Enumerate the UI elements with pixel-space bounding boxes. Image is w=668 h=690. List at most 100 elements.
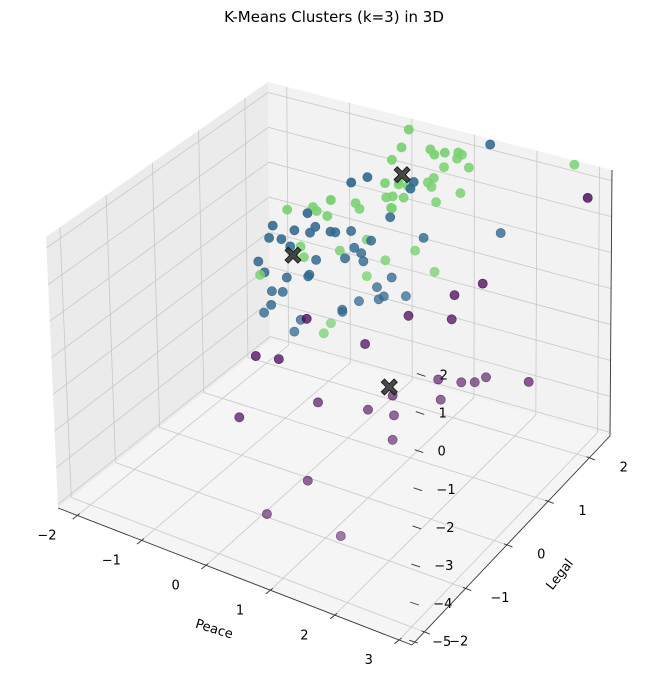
data-point-cluster-0 <box>477 278 488 289</box>
data-point-cluster-2 <box>429 149 440 160</box>
centroid-marker-0 <box>393 166 411 184</box>
data-point-cluster-2 <box>386 154 397 165</box>
z-tick <box>411 563 421 568</box>
grid-line-x <box>286 86 289 346</box>
back-pane <box>268 82 612 436</box>
grid-line-z <box>46 92 269 249</box>
grid-line-y <box>151 162 160 428</box>
x-axis-label: Peace <box>193 617 234 643</box>
y-axis-label: Legal <box>544 556 577 593</box>
data-point-cluster-1 <box>302 208 313 219</box>
data-point-cluster-0 <box>403 310 414 321</box>
data-point-cluster-2 <box>439 147 450 158</box>
data-point-cluster-1 <box>405 183 416 194</box>
grid-line-x <box>77 344 289 516</box>
z-tick-label: −5 <box>432 635 451 650</box>
z-tick-label: −3 <box>434 559 453 574</box>
data-point-cluster-0 <box>582 192 593 203</box>
data-point-cluster-2 <box>403 124 414 135</box>
centroid-marker-2 <box>380 378 398 396</box>
data-point-cluster-1 <box>311 254 321 265</box>
centroid-marker-1 <box>284 246 302 264</box>
y-tick-label: 2 <box>620 460 628 475</box>
data-point-cluster-1 <box>264 232 274 243</box>
data-point-cluster-1 <box>277 286 288 297</box>
grid-line-y <box>203 392 549 502</box>
x-tick <box>394 637 402 645</box>
tick-marks <box>72 373 596 645</box>
data-point-cluster-1 <box>418 232 429 243</box>
grid-line-y <box>247 357 590 459</box>
x-tick-label: 1 <box>236 603 244 618</box>
data-point-cluster-2 <box>334 245 345 256</box>
data-point-cluster-0 <box>523 376 534 387</box>
data-point-cluster-2 <box>322 211 333 221</box>
data-point-cluster-1 <box>289 225 300 236</box>
data-point-cluster-1 <box>400 291 411 302</box>
data-point-cluster-0 <box>435 394 446 405</box>
data-point-cluster-2 <box>298 252 309 263</box>
data-point-cluster-2 <box>380 178 390 188</box>
data-point-cluster-1 <box>358 256 369 267</box>
axis-panes <box>46 82 612 645</box>
z-tick-label: 2 <box>440 368 448 383</box>
data-point-cluster-2 <box>463 162 474 173</box>
y-tick <box>421 630 431 635</box>
grid-line-z <box>267 92 613 182</box>
data-point-cluster-0 <box>449 290 460 300</box>
data-point-cluster-0 <box>446 314 457 325</box>
grid-line-z <box>52 231 270 395</box>
data-point-cluster-0 <box>313 397 323 408</box>
data-point-cluster-1 <box>378 291 389 302</box>
y-tick-label: 0 <box>537 548 545 563</box>
z-tick-label: −4 <box>433 597 452 612</box>
data-point-cluster-1 <box>346 177 357 188</box>
grid-line-x <box>205 379 413 566</box>
y-axis-line <box>411 435 611 646</box>
grid-line-z <box>268 126 612 218</box>
data-point-cluster-1 <box>354 296 364 307</box>
z-tick <box>410 601 420 606</box>
grid-line-y <box>71 497 425 633</box>
data-point-cluster-0 <box>301 313 312 324</box>
data-point-cluster-2 <box>410 245 420 256</box>
grid-line-z <box>269 231 611 325</box>
grid-line-x <box>398 432 598 641</box>
x-tick-label: 0 <box>172 578 180 593</box>
grid-line-z <box>57 336 271 505</box>
centroid-markers <box>284 166 411 396</box>
z-tick <box>415 411 425 415</box>
grid-line-z <box>55 301 270 469</box>
grid-line-z <box>269 266 611 361</box>
data-point-cluster-1 <box>266 299 277 310</box>
data-point-cluster-2 <box>255 269 265 280</box>
y-tick <box>545 499 554 504</box>
grid-line-z <box>268 161 612 254</box>
z-tick <box>414 449 424 453</box>
y-tick-label: −1 <box>490 591 509 606</box>
data-point-cluster-1 <box>485 139 496 150</box>
x-tick <box>201 563 209 570</box>
grid-line-x <box>334 414 537 616</box>
data-point-cluster-0 <box>387 434 398 445</box>
x-tick <box>329 612 338 620</box>
data-point-cluster-2 <box>380 255 391 266</box>
data-point-cluster-1 <box>386 272 397 283</box>
data-point-cluster-2 <box>325 195 336 205</box>
data-point-cluster-2 <box>325 318 336 329</box>
data-point-cluster-1 <box>276 234 287 244</box>
data-point-cluster-1 <box>337 304 348 315</box>
data-point-cluster-2 <box>354 203 365 214</box>
data-point-cluster-1 <box>281 272 292 283</box>
grid-line-y <box>59 227 72 498</box>
left-pane <box>46 82 270 508</box>
data-point-cluster-0 <box>456 377 467 388</box>
z-tick <box>412 525 422 530</box>
data-point-cluster-1 <box>267 220 278 231</box>
data-point-cluster-1 <box>349 242 360 253</box>
grid-line-z <box>47 126 269 285</box>
grid-line-y <box>115 462 466 589</box>
y-tick-label: 1 <box>578 504 586 519</box>
data-point-cluster-0 <box>261 509 272 519</box>
